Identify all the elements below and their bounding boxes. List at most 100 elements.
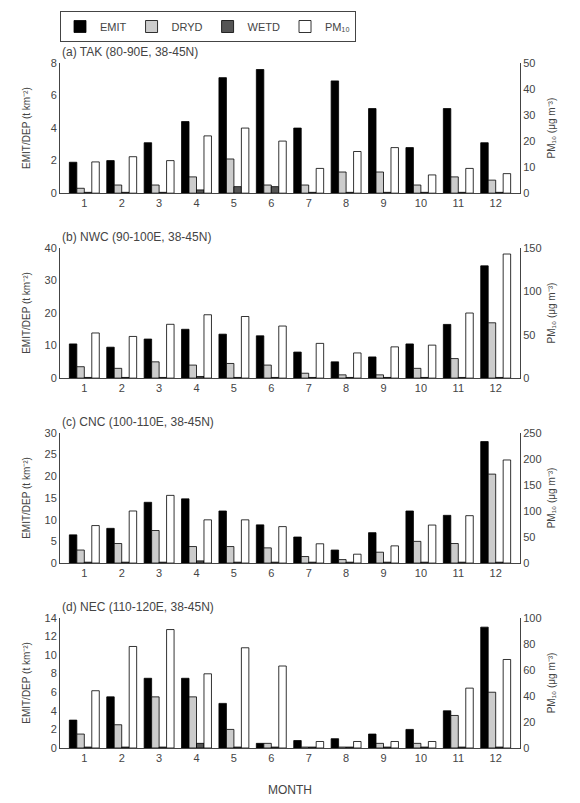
svg-text:3: 3 xyxy=(156,752,162,764)
svg-text:10: 10 xyxy=(45,339,57,351)
svg-text:EMIT/DEP (t km⁻²): EMIT/DEP (t km⁻²) xyxy=(21,272,32,354)
svg-text:10: 10 xyxy=(415,752,427,764)
svg-text:8: 8 xyxy=(51,57,57,69)
svg-text:4: 4 xyxy=(193,752,199,764)
svg-text:(c) CNC (100-110E, 38-45N): (c) CNC (100-110E, 38-45N) xyxy=(62,415,214,429)
svg-text:4: 4 xyxy=(193,567,199,579)
svg-text:11: 11 xyxy=(453,382,464,394)
svg-text:20: 20 xyxy=(523,716,535,728)
svg-text:DRYD: DRYD xyxy=(172,21,203,33)
svg-text:100: 100 xyxy=(523,285,541,297)
svg-text:6: 6 xyxy=(268,382,274,394)
svg-text:50: 50 xyxy=(523,57,535,69)
svg-text:9: 9 xyxy=(380,752,386,764)
svg-text:9: 9 xyxy=(380,382,386,394)
svg-text:7: 7 xyxy=(306,567,312,579)
svg-text:0: 0 xyxy=(523,187,529,199)
svg-text:2: 2 xyxy=(51,154,57,166)
svg-text:10: 10 xyxy=(45,649,57,661)
svg-text:8: 8 xyxy=(343,752,349,764)
svg-text:150: 150 xyxy=(523,242,541,254)
svg-text:8: 8 xyxy=(51,667,57,679)
svg-text:EMIT/DEP (t km⁻²): EMIT/DEP (t km⁻²) xyxy=(21,642,32,724)
svg-text:10: 10 xyxy=(415,382,427,394)
svg-text:5: 5 xyxy=(231,567,237,579)
svg-text:8: 8 xyxy=(343,382,349,394)
svg-text:3: 3 xyxy=(156,382,162,394)
svg-text:2: 2 xyxy=(119,382,125,394)
svg-text:5: 5 xyxy=(51,535,57,547)
svg-text:4: 4 xyxy=(193,197,199,209)
svg-text:14: 14 xyxy=(45,612,57,624)
svg-text:12: 12 xyxy=(490,567,502,579)
svg-text:11: 11 xyxy=(453,567,464,579)
svg-text:EMIT/DEP (t km⁻²): EMIT/DEP (t km⁻²) xyxy=(21,87,32,169)
svg-text:11: 11 xyxy=(453,197,464,209)
svg-text:(d) NEC (110-120E, 38-45N): (d) NEC (110-120E, 38-45N) xyxy=(62,600,214,614)
svg-text:20: 20 xyxy=(45,307,57,319)
svg-text:6: 6 xyxy=(268,197,274,209)
svg-text:6: 6 xyxy=(51,89,57,101)
svg-text:50: 50 xyxy=(523,329,535,341)
svg-text:6: 6 xyxy=(51,686,57,698)
svg-text:30: 30 xyxy=(45,427,57,439)
svg-text:2: 2 xyxy=(119,197,125,209)
svg-text:0: 0 xyxy=(51,372,57,384)
svg-text:0: 0 xyxy=(523,372,529,384)
svg-text:4: 4 xyxy=(193,382,199,394)
svg-text:40: 40 xyxy=(523,83,535,95)
svg-text:PM₁₀ (μg m⁻³): PM₁₀ (μg m⁻³) xyxy=(546,98,557,159)
svg-text:0: 0 xyxy=(51,742,57,754)
svg-text:0: 0 xyxy=(51,187,57,199)
svg-text:30: 30 xyxy=(45,274,57,286)
svg-text:10: 10 xyxy=(415,567,427,579)
svg-text:12: 12 xyxy=(490,197,502,209)
svg-text:15: 15 xyxy=(45,492,57,504)
svg-text:5: 5 xyxy=(231,382,237,394)
svg-text:20: 20 xyxy=(523,135,535,147)
svg-text:0: 0 xyxy=(523,557,529,569)
svg-text:250: 250 xyxy=(523,427,541,439)
svg-text:12: 12 xyxy=(490,382,502,394)
svg-text:25: 25 xyxy=(45,448,57,460)
svg-text:MONTH: MONTH xyxy=(268,783,312,797)
svg-text:10: 10 xyxy=(45,514,57,526)
svg-text:4: 4 xyxy=(51,705,57,717)
svg-text:50: 50 xyxy=(523,531,535,543)
svg-text:1: 1 xyxy=(81,382,87,394)
svg-text:3: 3 xyxy=(156,567,162,579)
svg-text:PM₁₀ (μg m⁻³): PM₁₀ (μg m⁻³) xyxy=(546,653,557,714)
svg-text:(a) TAK (80-90E, 38-45N): (a) TAK (80-90E, 38-45N) xyxy=(62,45,198,59)
svg-text:PM₁₀ (μg m⁻³): PM₁₀ (μg m⁻³) xyxy=(546,283,557,344)
svg-text:1: 1 xyxy=(81,567,87,579)
svg-text:0: 0 xyxy=(523,742,529,754)
svg-text:10: 10 xyxy=(523,161,535,173)
svg-text:3: 3 xyxy=(156,197,162,209)
svg-text:40: 40 xyxy=(45,242,57,254)
svg-text:200: 200 xyxy=(523,453,541,465)
svg-text:100: 100 xyxy=(523,612,541,624)
svg-text:5: 5 xyxy=(231,752,237,764)
svg-text:11: 11 xyxy=(453,752,464,764)
svg-text:WETD: WETD xyxy=(248,21,280,33)
svg-text:8: 8 xyxy=(343,567,349,579)
svg-text:9: 9 xyxy=(380,197,386,209)
svg-text:EMIT: EMIT xyxy=(100,21,127,33)
svg-text:2: 2 xyxy=(119,752,125,764)
svg-text:6: 6 xyxy=(268,567,274,579)
svg-text:6: 6 xyxy=(268,752,274,764)
svg-text:0: 0 xyxy=(51,557,57,569)
svg-text:PM₁₀: PM₁₀ xyxy=(325,21,350,33)
svg-text:(b) NWC (90-100E, 38-45N): (b) NWC (90-100E, 38-45N) xyxy=(62,230,211,244)
svg-text:20: 20 xyxy=(45,470,57,482)
svg-text:10: 10 xyxy=(415,197,427,209)
svg-text:1: 1 xyxy=(81,752,87,764)
svg-text:5: 5 xyxy=(231,197,237,209)
svg-text:9: 9 xyxy=(380,567,386,579)
svg-text:2: 2 xyxy=(119,567,125,579)
svg-text:7: 7 xyxy=(306,197,312,209)
svg-text:8: 8 xyxy=(343,197,349,209)
svg-text:40: 40 xyxy=(523,690,535,702)
svg-text:100: 100 xyxy=(523,505,541,517)
svg-text:7: 7 xyxy=(306,382,312,394)
